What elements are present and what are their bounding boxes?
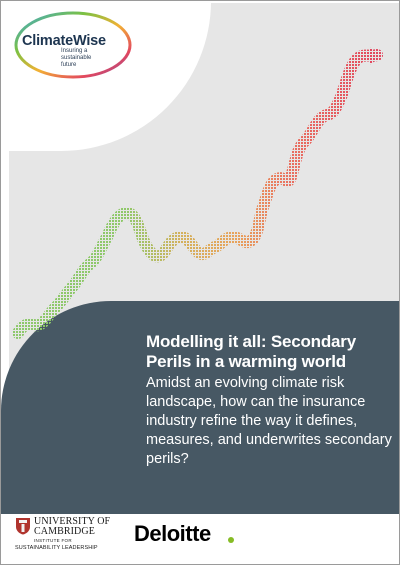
cambridge-crest-icon <box>16 518 30 535</box>
cisl-leadership-line: SUSTAINABILITY LEADERSHIP <box>15 545 98 551</box>
tagline-line-3: future <box>61 62 77 68</box>
climatewise-wordmark: ClimateWise <box>22 33 106 49</box>
report-title: Modelling it all: Secondary Perils in a … <box>146 332 356 371</box>
tagline-line-1: Insuring a <box>61 48 88 54</box>
cambridge-wordmark: UNIVERSITY OF CAMBRIDGE <box>34 517 110 537</box>
climatewise-logo-ring <box>14 11 132 79</box>
tagline-line-2: sustainable <box>61 55 92 61</box>
report-subtitle: Amidst an evolving climate risk landscap… <box>146 375 392 467</box>
cambridge-line-2: CAMBRIDGE <box>34 526 95 537</box>
partner-footer <box>1 514 399 564</box>
title-panel <box>1 301 399 514</box>
arrow-head-icon <box>369 47 383 65</box>
cambridge-line-1: UNIVERSITY OF <box>34 516 111 527</box>
cisl-institute-line: INSTITUTE FOR <box>34 538 72 543</box>
deloitte-wordmark: Deloitte <box>134 521 211 546</box>
climatewise-tagline: Insuring a sustainable future <box>61 48 121 69</box>
deloitte-dot-icon <box>228 537 234 543</box>
rising-line-path <box>12 49 383 339</box>
